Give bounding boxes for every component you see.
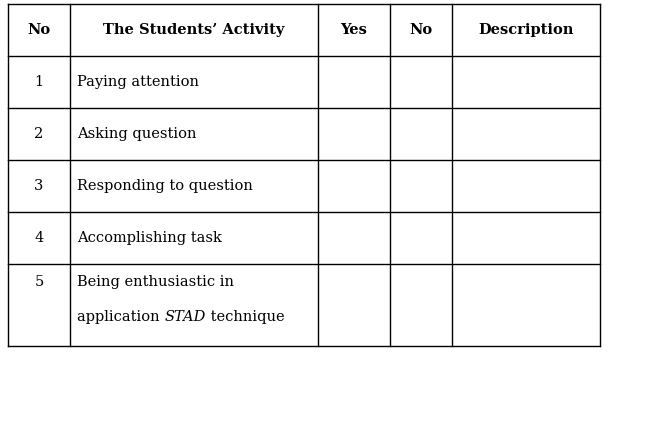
Text: technique: technique [205,310,284,324]
Text: 3: 3 [34,179,44,193]
Text: 4: 4 [34,231,44,245]
Text: Being enthusiastic in: Being enthusiastic in [77,275,234,289]
Text: 1: 1 [34,75,43,89]
Text: The Students’ Activity: The Students’ Activity [103,23,285,37]
Text: Asking question: Asking question [77,127,196,141]
Text: Yes: Yes [340,23,368,37]
Text: 2: 2 [34,127,44,141]
Text: Responding to question: Responding to question [77,179,253,193]
Text: STAD: STAD [164,310,205,324]
Text: Accomplishing task: Accomplishing task [77,231,222,245]
Text: No: No [410,23,433,37]
Text: Description: Description [478,23,574,37]
Text: Paying attention: Paying attention [77,75,199,89]
Text: 5: 5 [34,275,44,289]
Text: application: application [77,310,164,324]
Text: No: No [27,23,50,37]
